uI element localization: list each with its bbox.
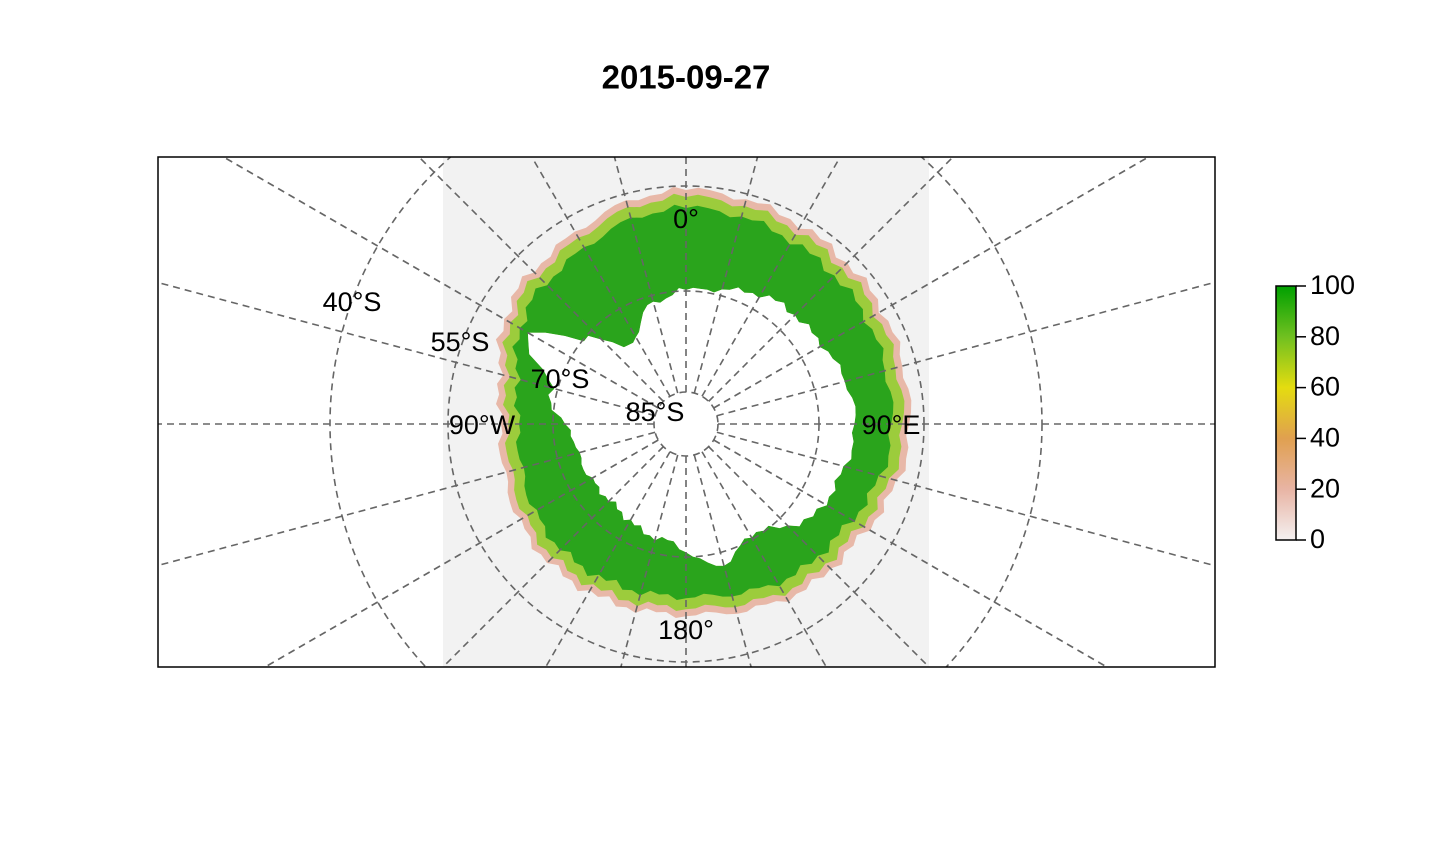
lat-label: 55°S bbox=[431, 327, 490, 357]
meridian bbox=[158, 431, 656, 567]
meridian bbox=[620, 454, 679, 667]
meridian bbox=[716, 281, 1215, 417]
meridian bbox=[530, 157, 671, 397]
legend-tick-label: 80 bbox=[1310, 321, 1340, 351]
meridian bbox=[613, 157, 679, 394]
meridian bbox=[701, 157, 842, 397]
lat-label: 40°S bbox=[323, 287, 382, 317]
legend-tick-label: 100 bbox=[1310, 270, 1355, 300]
meridian bbox=[713, 157, 1151, 409]
graticule-labels: 40°S 55°S 70°S 85°S 0° 90°E 180° 90°W bbox=[323, 204, 921, 645]
meridian bbox=[441, 446, 664, 667]
meridian bbox=[221, 157, 659, 409]
map-panel bbox=[158, 157, 1215, 667]
color-bar bbox=[1275, 285, 1297, 541]
meridian bbox=[693, 157, 759, 394]
meridian bbox=[417, 157, 664, 402]
meridian bbox=[158, 281, 656, 417]
legend-tick-label: 20 bbox=[1310, 473, 1340, 503]
antarctica bbox=[527, 287, 856, 566]
sea-ice bbox=[512, 204, 894, 600]
lat-label: 70°S bbox=[531, 364, 590, 394]
meridian bbox=[708, 157, 955, 402]
legend-tick-label: 60 bbox=[1310, 372, 1340, 402]
meridian bbox=[713, 439, 1109, 667]
meridian bbox=[693, 454, 752, 667]
meridian bbox=[708, 446, 931, 667]
lon-label: 90°E bbox=[862, 410, 921, 440]
legend-tick-label: 0 bbox=[1310, 524, 1325, 554]
legend-tick-label: 40 bbox=[1310, 423, 1340, 453]
color-legend: 0 20 40 60 80 100 bbox=[1275, 270, 1355, 554]
plot-frame bbox=[157, 156, 1216, 668]
meridian bbox=[263, 439, 659, 667]
lon-label: 180° bbox=[658, 615, 714, 645]
lat-label: 85°S bbox=[626, 397, 685, 427]
lon-label: 90°W bbox=[449, 410, 516, 440]
meridian bbox=[716, 431, 1215, 567]
meridian bbox=[544, 451, 671, 667]
meridian bbox=[701, 451, 828, 667]
map-title: 2015-09-27 bbox=[602, 59, 771, 96]
lon-label: 0° bbox=[673, 204, 699, 234]
